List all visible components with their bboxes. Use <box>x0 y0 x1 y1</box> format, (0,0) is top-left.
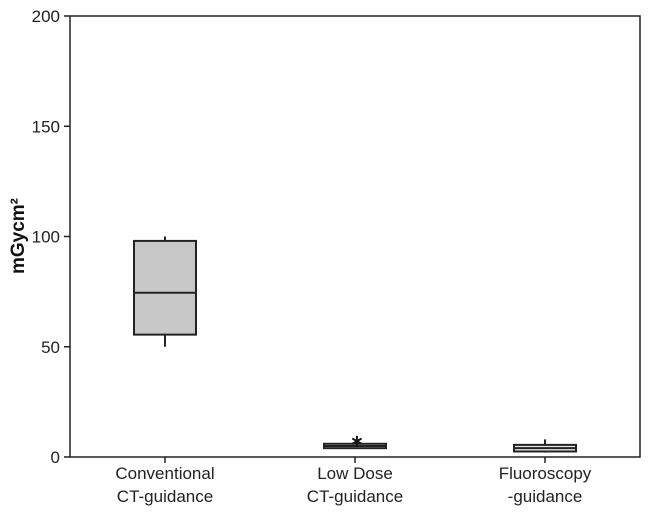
box-iqr <box>133 239 197 336</box>
x-category-label: CT-guidance <box>117 487 213 506</box>
plot-area: 0 50 100 150 200 Conventional CT-guidance ∗ Low … <box>32 7 641 506</box>
x-category-label: Low Dose <box>317 464 393 483</box>
y-tick-label: 200 <box>32 7 60 26</box>
x-category-label: -guidance <box>508 487 583 506</box>
y-tick-label: 50 <box>41 338 60 357</box>
x-category-label: CT-guidance <box>307 487 403 506</box>
plot-frame <box>69 15 641 458</box>
y-tick-label: 0 <box>51 448 60 467</box>
y-tick-label: 150 <box>32 117 60 136</box>
outlier-marker: ∗ <box>350 431 364 451</box>
x-category-label: Conventional <box>115 464 214 483</box>
y-tick-label: 100 <box>32 228 60 247</box>
x-category-label: Fluoroscopy <box>499 464 592 483</box>
y-axis-title: mGycm² <box>8 198 29 274</box>
